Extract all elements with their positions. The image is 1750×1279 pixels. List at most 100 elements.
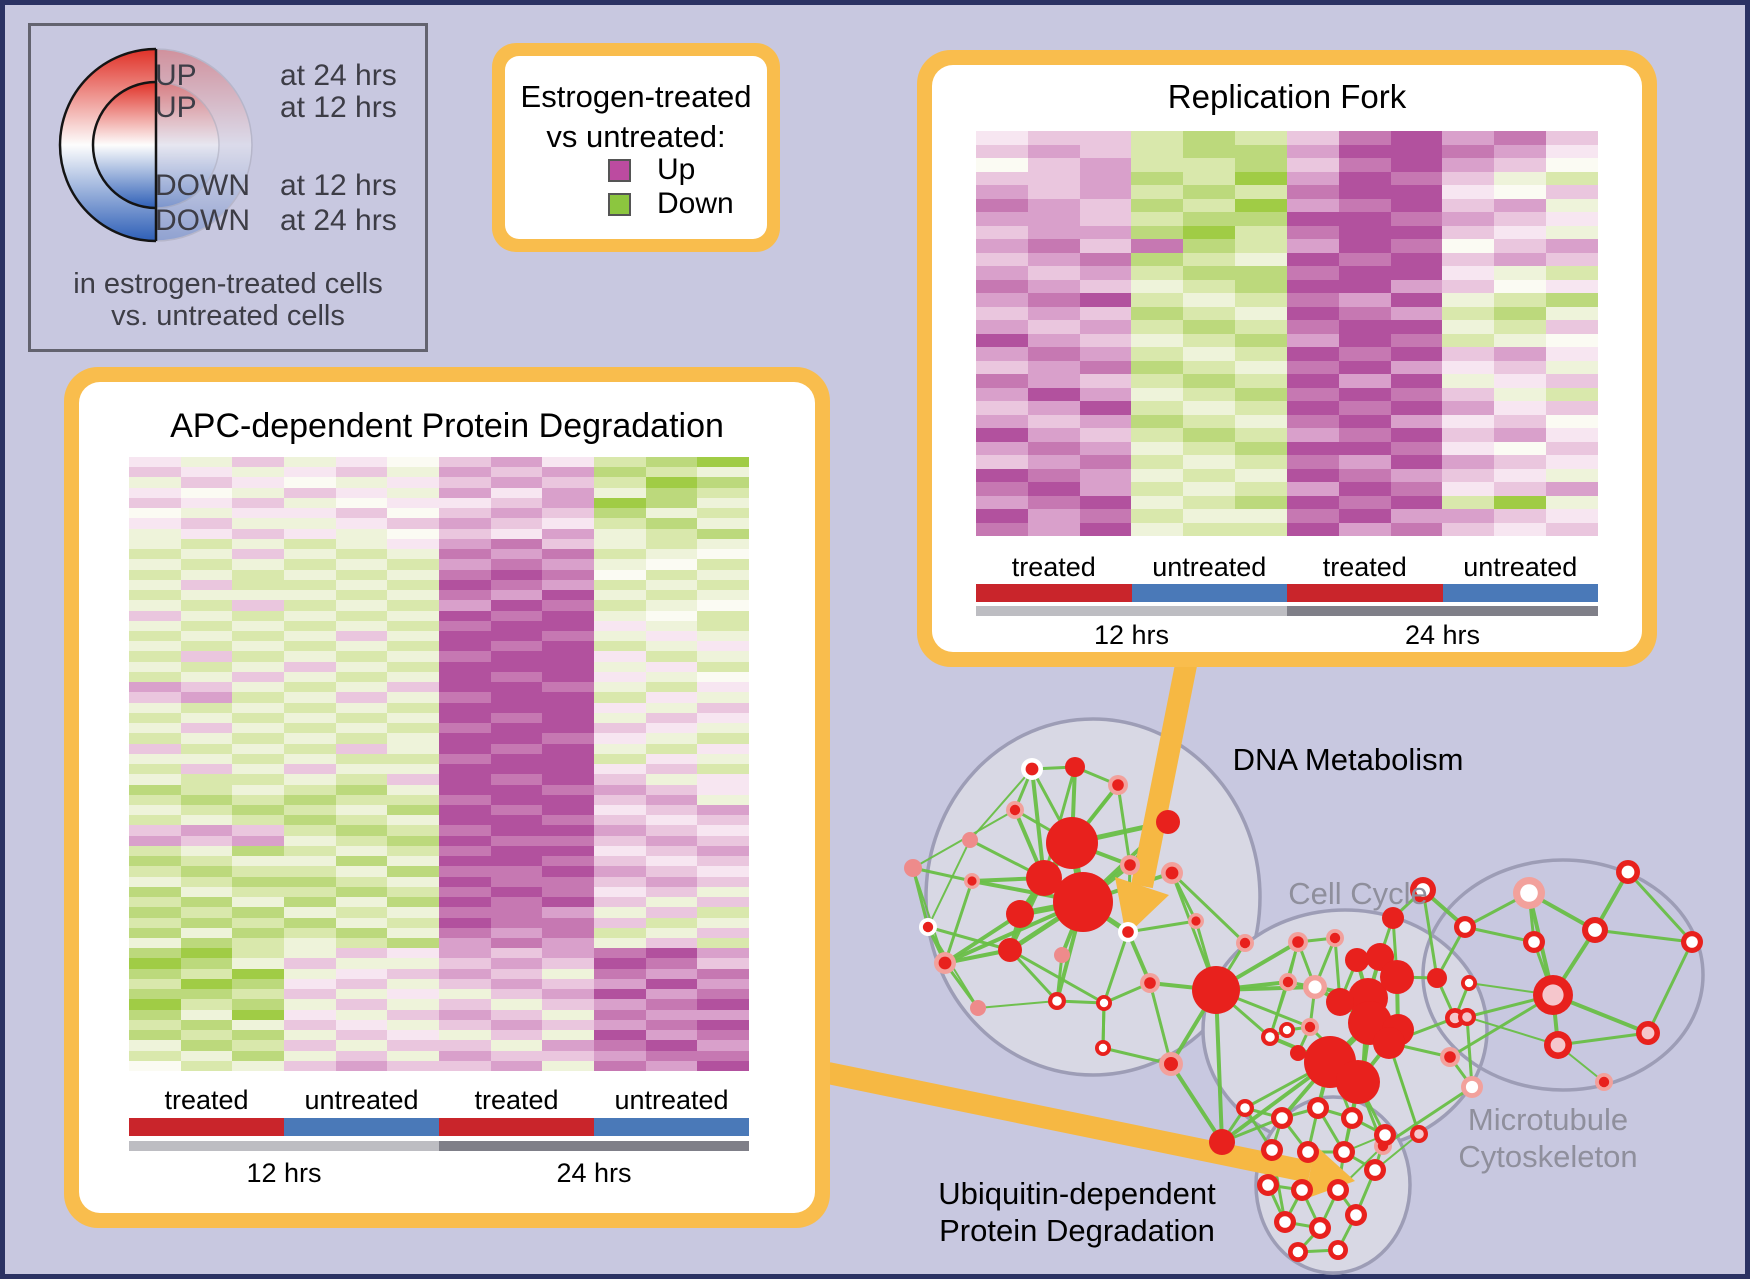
heatmap-cell [284,897,336,908]
heatmap-cell [594,845,646,857]
heatmap-cell [1131,387,1184,401]
heatmap-cell [645,948,698,959]
heatmap-cell [594,907,646,918]
heatmap-cell [594,1009,646,1020]
heatmap-cell [1131,360,1184,374]
heatmap-cell [284,927,336,939]
heatmap-cell [129,968,181,979]
heatmap-cell [1131,401,1184,415]
heatmap-cell [284,938,336,949]
heatmap-cell [284,835,336,846]
heatmap-cell [1131,455,1184,469]
heatmap-cell [439,764,491,775]
heatmap-cell [129,702,181,713]
heatmap-cell [284,487,336,498]
condition-bar-treated [976,584,1132,602]
heatmap-cell [1027,198,1080,212]
heatmap-cell [439,743,491,754]
network-edge [1008,948,1106,1005]
heatmap-row [129,559,750,570]
heatmap-cell [490,784,543,795]
network-node [1308,980,1322,994]
heatmap-cell [232,968,285,979]
heatmap-cell [1286,509,1339,523]
heatmap-cell [976,293,1028,307]
heatmap-cell [542,457,595,468]
heatmap-cell [1286,185,1339,199]
heatmap-cell [697,876,750,887]
heatmap-cell [1235,333,1287,347]
heatmap-cell [697,999,750,1010]
heatmap-cell [1131,131,1184,145]
heatmap-cell [232,978,285,990]
heatmap-cell [439,835,491,846]
group-label-treated: treated [1011,552,1096,582]
heatmap-cell [1027,333,1080,347]
heatmap-cell [1183,414,1236,428]
heatmap-cell [1494,414,1547,428]
heatmap-cell [1027,374,1080,388]
heatmap-cell [439,549,491,560]
network-node [1416,883,1430,897]
heatmap-cell [976,158,1028,172]
heatmap-cell [1442,495,1495,509]
heatmap-cell [284,559,336,570]
heatmap-cell [180,794,233,805]
heatmap-cell [284,753,336,765]
heatmap-cell [232,477,285,488]
heatmap-cell [1442,482,1495,496]
heatmap-cell [594,938,646,949]
heatmap-cell [232,620,285,631]
heatmap-cell [1442,198,1495,212]
heatmap-cell [387,958,440,969]
network-node [1373,1027,1405,1059]
heatmap-cell [490,661,543,672]
heatmap-cell [976,239,1028,253]
heatmap-cell [439,784,491,795]
heatmap-cell [387,815,440,826]
heatmap-cell [439,856,491,867]
heatmap-cell [387,856,440,867]
heatmap-cell [542,508,595,519]
heatmap-cell [129,927,181,939]
heatmap-cell [232,845,285,857]
heatmap-cell [645,569,698,580]
heatmap-row [976,428,1598,442]
heatmap-cell [335,845,388,857]
heatmap-cell [1235,509,1287,523]
heatmap-cell [335,876,388,887]
cluster-label-ubiquitin: Ubiquitin-dependent [938,1176,1216,1211]
heatmap-cell [335,1009,388,1020]
heatmap-cell [387,590,440,601]
heatmap-cell [1183,374,1236,388]
heatmap-cell [1442,239,1495,253]
heatmap-cell [645,897,698,908]
heatmap-cell [180,907,233,918]
heatmap-cell [645,733,698,744]
heatmap-cell [1494,158,1547,172]
heatmap-cell [180,477,233,488]
heatmap-row [129,508,750,519]
heatmap-cell [1079,279,1132,293]
network-node [1336,1060,1380,1104]
heatmap-cell [542,1040,595,1051]
heatmap-row [129,723,750,734]
network-node [1302,1146,1314,1158]
heatmap-cell [439,702,491,713]
heatmap-cell [1235,414,1287,428]
heatmap-cell [542,487,595,498]
heatmap-cell [129,815,181,826]
network-node [1598,1076,1610,1088]
heatmap-cell [232,825,285,836]
network-node [1621,865,1635,879]
heatmap-cell [1546,306,1598,320]
heatmap-cell [129,682,181,693]
heatmap-cell [976,212,1028,226]
heatmap-cell [284,538,336,550]
heatmap-cell [180,497,233,509]
heatmap-cell [542,467,595,478]
heatmap-cell [1390,266,1443,280]
heatmap-cell [1546,185,1598,199]
heatmap-cell [1235,468,1287,482]
